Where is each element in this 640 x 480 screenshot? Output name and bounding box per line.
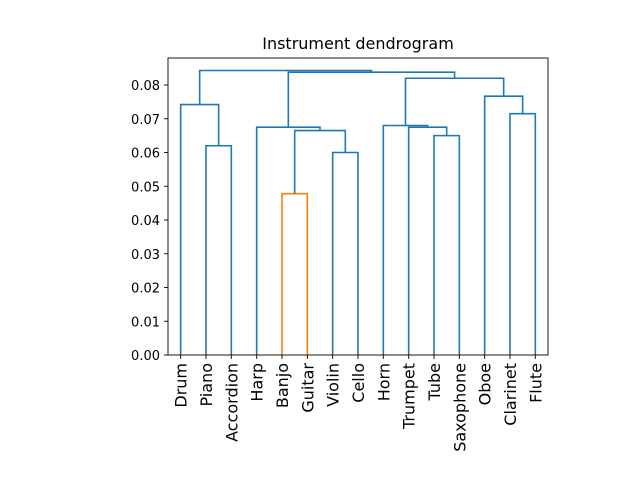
y-tick-label: 0.07 <box>131 113 160 128</box>
dendrogram-link-l6 <box>255 126 321 355</box>
dendrogram-link-l13 <box>198 69 373 105</box>
leaf-label-cello: Cello <box>349 363 368 403</box>
dendrogram-link-l3 <box>433 134 461 355</box>
dendrogram-link-l10 <box>483 95 524 355</box>
dendrogram-link-l2 <box>205 144 233 355</box>
x-axis: Drum Piano Accordion Harp Banjo Guitar Violin C… <box>172 355 545 452</box>
y-tick-label: 0.02 <box>131 282 160 297</box>
leaf-label-flute: Flute <box>526 363 545 403</box>
y-tick-label: 0.01 <box>131 315 160 330</box>
leaf-label-clarinet: Clarinet <box>501 363 520 426</box>
leaf-label-banjo: Banjo <box>273 363 292 408</box>
leaf-label-oboe: Oboe <box>476 363 495 405</box>
dendrogram-link-l12 <box>287 71 456 128</box>
dendrogram-link-l7 <box>382 124 429 355</box>
y-tick-label: 0.08 <box>131 79 160 94</box>
leaf-label-trumpet: Trumpet <box>400 363 419 430</box>
y-axis: 0.00 0.01 0.02 0.03 0.04 0.05 0.06 0.07 0.08 <box>131 79 168 364</box>
y-tick-label: 0.04 <box>131 214 160 229</box>
y-tick-label: 0.03 <box>131 248 160 263</box>
dendrogram-link-l9 <box>179 103 220 355</box>
plot-frame <box>167 57 549 356</box>
dendrogram-link-l8 <box>509 112 537 355</box>
leaf-label-drum: Drum <box>172 363 191 408</box>
dendrogram-link-l1 <box>331 151 359 355</box>
chart-title: Instrument dendrogram <box>262 34 454 53</box>
leaf-label-saxophone: Saxophone <box>450 363 469 452</box>
dendrogram-links <box>179 69 537 355</box>
leaf-label-violin: Violin <box>324 363 343 407</box>
dendrogram-link-l0 <box>281 192 309 355</box>
y-tick-label: 0.00 <box>131 349 160 364</box>
leaf-label-accordion: Accordion <box>222 363 241 442</box>
leaf-label-piano: Piano <box>197 363 216 406</box>
dendrogram-link-l11 <box>404 77 505 126</box>
leaf-label-tube: Tube <box>425 363 444 401</box>
leaf-label-harp: Harp <box>248 363 267 402</box>
dendrogram-link-l4 <box>293 129 347 194</box>
dendrogram-link-l5 <box>407 126 448 355</box>
y-tick-label: 0.05 <box>131 180 160 195</box>
leaf-label-guitar: Guitar <box>298 363 317 413</box>
leaf-label-horn: Horn <box>374 363 393 401</box>
y-tick-label: 0.06 <box>131 147 160 162</box>
